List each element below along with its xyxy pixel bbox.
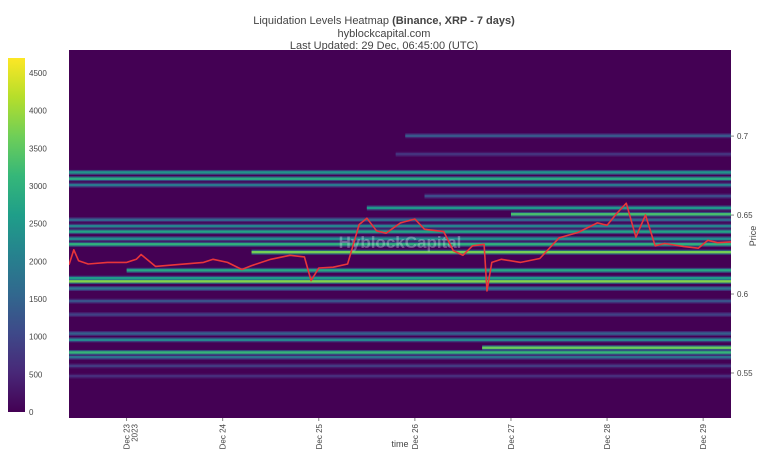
y-tick-label: 0.55 bbox=[737, 369, 753, 378]
liquidation-band bbox=[69, 224, 731, 228]
chart-title: Liquidation Levels Heatmap (Binance, XRP… bbox=[253, 15, 515, 27]
colorbar-ticks: 0 500 1000 1500 2000 2500 3000 3500 4000 4500 bbox=[29, 69, 47, 417]
liquidation-band bbox=[69, 313, 731, 316]
colorbar-tick-label: 1000 bbox=[29, 333, 47, 342]
liquidation-band bbox=[69, 374, 731, 378]
liquidation-band bbox=[69, 218, 731, 221]
colorbar-tick-label: 2000 bbox=[29, 257, 47, 266]
x-tick-label: Dec 23 bbox=[123, 423, 132, 449]
liquidation-band bbox=[510, 213, 731, 216]
colorbar-tick-label: 4000 bbox=[29, 107, 47, 116]
liquidation-band bbox=[69, 183, 731, 187]
chart-subtitle-site: hyblockcapital.com bbox=[338, 28, 431, 40]
colorbar-tick-label: 3000 bbox=[29, 182, 47, 191]
liquidation-band bbox=[69, 338, 731, 342]
chart-title-bold: (Binance, XRP - 7 days) bbox=[392, 15, 515, 27]
liquidation-band bbox=[69, 237, 731, 240]
y-tick-label: 0.65 bbox=[737, 211, 753, 220]
liquidation-band bbox=[424, 194, 731, 198]
y-tick-label: 0.7 bbox=[737, 132, 749, 141]
y-tick-label: 0.6 bbox=[737, 290, 749, 299]
liquidation-bands bbox=[69, 133, 731, 379]
liquidation-band bbox=[395, 153, 731, 156]
y-axis-ticks: 0.55 0.6 0.65 0.7 bbox=[731, 132, 753, 378]
liquidation-band bbox=[69, 280, 731, 283]
liquidation-band bbox=[69, 177, 731, 180]
liquidation-band bbox=[405, 134, 731, 137]
colorbar-tick-label: 2500 bbox=[29, 220, 47, 229]
x-tick-label: Dec 27 bbox=[507, 423, 516, 449]
x-axis-title: time bbox=[391, 439, 408, 449]
chart-title-main: Liquidation Levels Heatmap bbox=[253, 15, 389, 27]
price-line-group bbox=[69, 202, 731, 292]
liquidation-band bbox=[69, 277, 731, 280]
liquidation-band bbox=[69, 355, 731, 359]
liquidation-band bbox=[482, 346, 731, 349]
colorbar-tick-label: 4500 bbox=[29, 69, 47, 78]
x-tick-label: Dec 28 bbox=[603, 423, 612, 449]
colorbar-tick-label: 1500 bbox=[29, 295, 47, 304]
colorbar-tick-label: 3500 bbox=[29, 144, 47, 153]
x-tick-label: Dec 25 bbox=[315, 423, 324, 449]
y-axis-title: Price bbox=[748, 226, 758, 247]
x-tick-label: Dec 29 bbox=[699, 423, 708, 449]
price-line bbox=[69, 202, 731, 292]
x-tick-label: Dec 26 bbox=[411, 423, 420, 449]
watermark: HyblockCapital bbox=[339, 233, 462, 252]
liquidation-band bbox=[69, 230, 731, 233]
chart-last-updated: Last Updated: 29 Dec, 06:45:00 (UTC) bbox=[290, 40, 478, 52]
colorbar bbox=[8, 58, 25, 412]
x-tick-label: Dec 24 bbox=[219, 423, 228, 449]
colorbar-tick-label: 0 bbox=[29, 408, 34, 417]
liquidation-band bbox=[69, 287, 731, 290]
liquidation-band bbox=[69, 171, 731, 174]
x-tick-sublabel: 2023 bbox=[131, 423, 140, 441]
liquidation-band bbox=[69, 364, 731, 368]
liquidation-band bbox=[69, 351, 731, 354]
liquidation-band bbox=[366, 206, 731, 210]
liquidation-band bbox=[69, 243, 731, 246]
x-axis-ticks: Dec 23 2023 Dec 24 Dec 25 Dec 26 Dec 27 Dec 28… bbox=[123, 418, 708, 449]
liquidation-band bbox=[251, 250, 731, 254]
liquidation-band bbox=[69, 332, 731, 335]
liquidation-band bbox=[69, 299, 731, 303]
colorbar-tick-label: 500 bbox=[29, 370, 43, 379]
liquidation-band bbox=[126, 269, 731, 272]
